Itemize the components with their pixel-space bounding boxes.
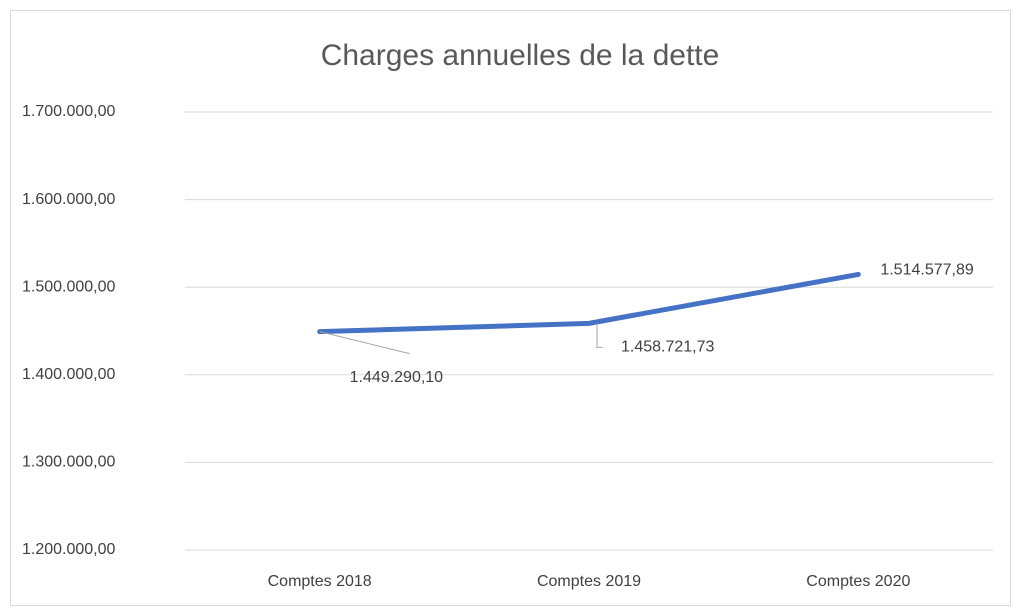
- y-tick-label: 1.400.000,00: [22, 366, 116, 383]
- data-label: 1.449.290,10: [350, 369, 444, 386]
- x-tick-label: Comptes 2020: [806, 573, 910, 590]
- y-tick-label: 1.600.000,00: [22, 191, 116, 208]
- y-tick-label: 1.200.000,00: [22, 541, 116, 558]
- y-tick-label: 1.300.000,00: [22, 454, 116, 471]
- chart-title: Charges annuelles de la dette: [321, 39, 720, 72]
- x-tick-label: Comptes 2019: [537, 573, 641, 590]
- chart-frame: [10, 10, 1011, 606]
- series-line: [317, 271, 861, 335]
- data-label: 1.458.721,73: [621, 339, 715, 356]
- y-tick-label: 1.700.000,00: [22, 103, 116, 120]
- leader-line: [596, 323, 603, 348]
- x-tick-label: Comptes 2018: [268, 573, 372, 590]
- leader-line: [319, 331, 410, 355]
- data-label: 1.514.577,89: [880, 262, 974, 279]
- y-tick-label: 1.500.000,00: [22, 278, 116, 295]
